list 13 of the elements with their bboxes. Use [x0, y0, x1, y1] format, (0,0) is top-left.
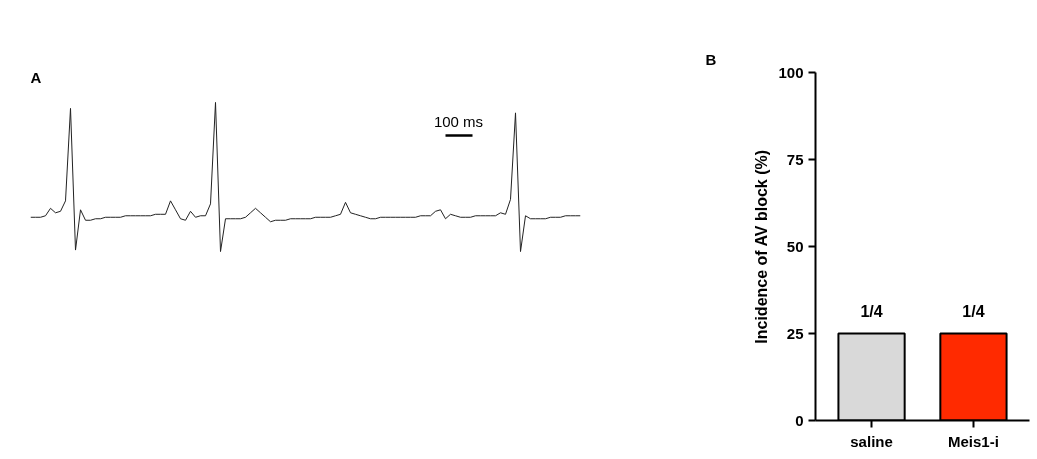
x-tick-label: Meis1-i [948, 432, 999, 450]
chart-title: A [30, 68, 42, 86]
y-tick-label: 75 [786, 150, 804, 168]
y-tick-label: 100 [778, 63, 804, 81]
y-axis-title: Incidence of AV block (%) [753, 149, 771, 344]
y-tick-label: 0 [795, 411, 804, 429]
annotation: 100 ms [433, 112, 484, 130]
x-tick-label: saline [850, 432, 893, 450]
y-tick-label: 50 [786, 237, 804, 255]
annotation: 1/4 [962, 302, 985, 320]
y-tick-label: 25 [786, 324, 804, 342]
annotation: 1/4 [860, 302, 883, 320]
chart-title: B [705, 50, 717, 68]
